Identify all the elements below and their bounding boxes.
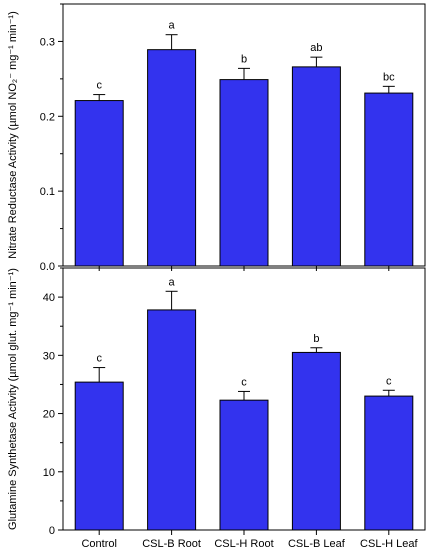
y-axis-label: Nitrate Reductase Activity (µmol NO₂⁻ mg… <box>7 11 19 258</box>
y-tick-label: 0.2 <box>40 111 55 123</box>
y-axis-label: Glutamine Synthetase Activity (µmol glut… <box>7 268 19 530</box>
category-label: CSL-H Root <box>214 538 273 550</box>
y-tick-label: 0.3 <box>40 36 55 48</box>
y-tick-label: 0.1 <box>40 186 55 198</box>
bar <box>219 79 269 267</box>
y-tick-label: 40 <box>43 292 55 304</box>
y-tick-label: 0 <box>49 525 55 537</box>
bar <box>147 309 197 531</box>
bar <box>219 399 269 531</box>
bar <box>364 395 414 531</box>
significance-label: a <box>169 276 176 288</box>
significance-label: c <box>96 353 102 365</box>
bar <box>291 351 341 531</box>
category-label: CSL-B Root <box>142 538 201 550</box>
y-tick-label: 10 <box>43 467 55 479</box>
y-tick-label: 0.0 <box>40 261 55 273</box>
glutamine-synthetase-panel: 0 10 20 30 40 c Control a CSL-B Root c CSL-H Root b… <box>7 267 426 550</box>
bar <box>74 100 124 267</box>
bar <box>74 381 124 531</box>
bar <box>291 66 341 267</box>
category-label: CSL-B Leaf <box>288 538 346 550</box>
significance-label: ab <box>310 42 322 54</box>
significance-label: c <box>241 376 247 388</box>
category-label: CSL-H Leaf <box>360 538 418 550</box>
y-tick-label: 20 <box>43 409 55 421</box>
significance-label: a <box>169 20 176 32</box>
y-tick-label: 30 <box>43 350 55 362</box>
significance-label: bc <box>383 71 395 83</box>
bar <box>147 49 197 267</box>
significance-label: b <box>241 53 247 65</box>
significance-label: c <box>96 80 102 92</box>
bar <box>364 92 414 267</box>
significance-label: b <box>313 333 319 345</box>
category-label: Control <box>81 538 116 550</box>
significance-label: c <box>386 375 392 387</box>
